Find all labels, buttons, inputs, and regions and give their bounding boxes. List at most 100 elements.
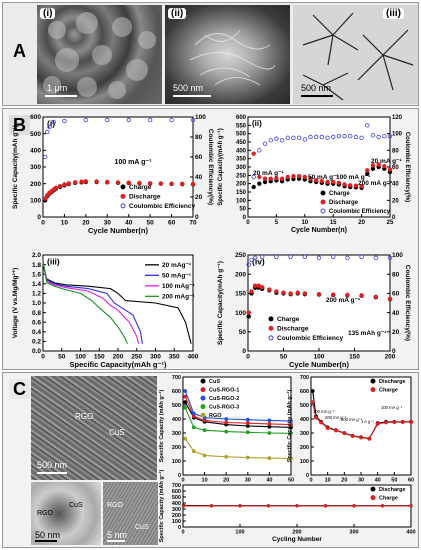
data-point: [296, 135, 302, 141]
y-tick-label: 450: [236, 140, 247, 146]
panel-c-letter: C: [9, 379, 30, 399]
series-cus-rgo-1: [183, 394, 293, 427]
data-point: [336, 133, 342, 139]
y-tick-label: 1.2: [32, 291, 41, 298]
data-point: [251, 174, 256, 180]
data-point: [62, 118, 67, 124]
data-point: [115, 180, 121, 185]
tem-image-c-2: RGO CuS 5 nm: [103, 482, 158, 545]
chart-B-i: 0 10 20 30 40 50 60 700100200300400500600020406…: [12, 114, 214, 235]
data-point: [224, 420, 229, 425]
x-tick-label: 0: [309, 478, 312, 484]
x-tick-label: 0: [41, 220, 45, 227]
legend-entry: 100 mAg⁻¹: [162, 283, 195, 290]
data-point: [325, 135, 330, 141]
scale-text: 5 nm: [107, 530, 128, 540]
y-tick-label: 0.4: [32, 329, 41, 336]
x-tick-label: 0: [246, 354, 250, 361]
data-point: [245, 417, 250, 422]
y-tick-label: 0: [37, 214, 41, 221]
series-100-mag-: [42, 262, 140, 344]
data-point: [289, 422, 293, 427]
data-point: [334, 428, 338, 433]
legend-marker: [200, 378, 206, 384]
data-point: [376, 134, 381, 140]
y-tick-label: 100: [300, 459, 309, 465]
data-point: [331, 292, 336, 297]
y2-axis-label: Coulombic Efficiency(%): [404, 132, 410, 202]
legend-marker: [200, 387, 206, 393]
y-tick-label: 600: [172, 489, 181, 495]
data-point: [126, 180, 131, 185]
panel-a-letter: A: [9, 41, 30, 61]
data-point: [267, 431, 272, 435]
data-point: [191, 449, 196, 454]
y-tick-label: 200: [172, 445, 181, 451]
data-point: [147, 117, 153, 123]
y2-tick-label: 40: [195, 174, 203, 181]
data-point: [359, 254, 364, 260]
rate-annotation: 200 mA g⁻¹: [325, 415, 347, 420]
data-point: [387, 255, 393, 261]
legend-marker: [370, 495, 376, 501]
data-point: [289, 431, 293, 436]
rate-annotation: 100 mA g⁻¹: [381, 405, 403, 410]
data-point: [345, 255, 350, 261]
data-point: [370, 163, 376, 168]
legend-entry: Charge: [379, 496, 398, 502]
series-line: [42, 262, 140, 344]
legend-entry: 20 mAg⁻¹: [162, 262, 191, 269]
rate-annotation: 20 mA g⁻¹: [371, 158, 402, 165]
y2-tick-label: 60: [195, 154, 203, 161]
panel-b: B 0 10 20 30 40 50 60 70 0 100 200 300 400 500 600 0 20 4…: [2, 108, 419, 370]
series-50-mag-: [42, 262, 143, 344]
data-point: [380, 504, 385, 508]
data-point: [325, 426, 330, 430]
image-label: (iii): [383, 8, 404, 19]
data-point: [252, 255, 258, 261]
legend-entry: Discharge: [129, 194, 161, 201]
data-point: [295, 504, 299, 508]
data-point: [257, 174, 262, 180]
data-point: [246, 314, 251, 319]
data-point: [267, 418, 272, 423]
legend-entry: Charge: [329, 191, 350, 197]
y-tick-label: 50: [239, 329, 247, 336]
legend-marker: [268, 316, 274, 322]
data-point: [291, 135, 296, 141]
data-point: [245, 455, 250, 460]
x-tick-label: 100: [235, 530, 244, 536]
x-tick-label: 5: [275, 220, 279, 226]
data-point: [348, 133, 353, 139]
y-axis-label: Voltage (V vs.Mg/Mg²⁺): [12, 268, 19, 338]
scale-bar: [45, 95, 77, 97]
panel-a: A (i) 1 μm (ii) 500 nm: [2, 2, 419, 106]
data-point: [359, 183, 364, 189]
y-tick-label: 300: [30, 164, 41, 171]
image-label: (ii): [168, 8, 187, 19]
y-tick-label: 1.6: [32, 271, 41, 278]
data-point: [190, 117, 196, 123]
data-point: [313, 134, 319, 140]
y-tick-label: 0: [178, 473, 181, 479]
y2-axis-label: Coulombic Efficiency(%): [404, 265, 411, 341]
y-tick-label: 200: [172, 513, 181, 519]
y-tick-label: 400: [300, 417, 309, 423]
plot-frame: [247, 116, 391, 218]
rate-annotation: 20 mA g⁻¹: [253, 170, 284, 177]
legend-marker: [370, 387, 376, 393]
scale-text: 500 nm: [301, 83, 332, 93]
x-tick-label: 50: [58, 354, 66, 361]
y-tick-label: 600: [172, 389, 181, 395]
data-point: [288, 254, 293, 260]
data-point: [323, 504, 328, 508]
data-point: [331, 254, 336, 260]
x-tick-label: 20: [341, 478, 347, 484]
y-tick-label: 500: [172, 495, 181, 501]
x-tick-label: 60: [168, 220, 176, 227]
data-point: [352, 504, 356, 508]
data-point: [382, 133, 387, 139]
data-point: [302, 174, 307, 180]
y2-tick-label: 0: [392, 215, 396, 221]
data-point: [209, 504, 214, 508]
